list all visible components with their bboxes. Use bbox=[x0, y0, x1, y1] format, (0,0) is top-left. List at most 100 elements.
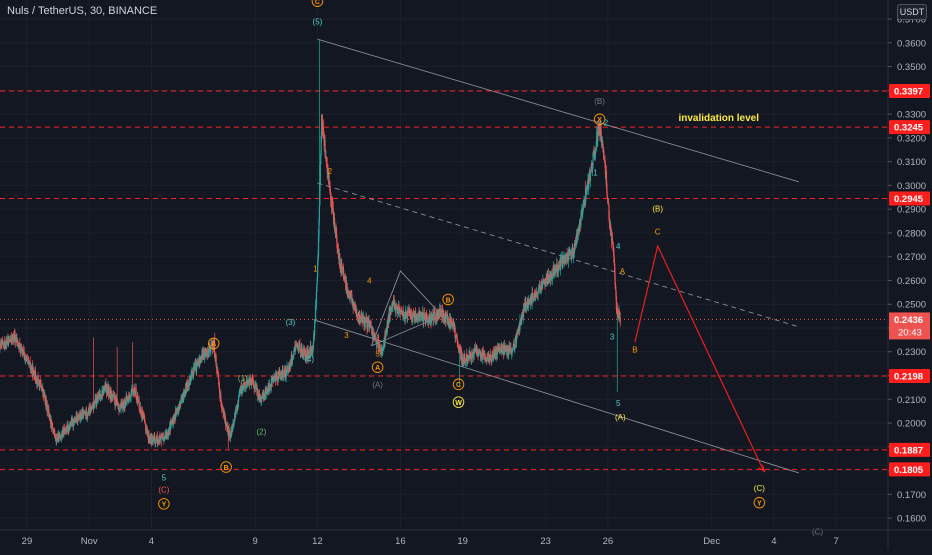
candle-body bbox=[111, 393, 113, 398]
candle-body bbox=[213, 350, 215, 354]
candle-body bbox=[121, 402, 123, 409]
candle-body bbox=[485, 359, 487, 361]
candle-body bbox=[126, 399, 128, 401]
wave-label-circle bbox=[442, 293, 454, 306]
forecast-arrow-head bbox=[758, 464, 766, 473]
candle-body bbox=[408, 310, 410, 312]
candle-body bbox=[88, 408, 90, 413]
price-tick-label: 0.1600 bbox=[897, 514, 926, 525]
forecast-path-line[interactable] bbox=[634, 244, 765, 471]
candle-body bbox=[116, 398, 118, 405]
candle-body bbox=[71, 420, 73, 422]
candle-body bbox=[355, 310, 357, 312]
candle-body bbox=[189, 376, 191, 383]
channel-trend-line[interactable] bbox=[313, 319, 799, 474]
candle-body bbox=[592, 166, 594, 169]
candle-body bbox=[594, 154, 596, 158]
candle-body bbox=[529, 302, 531, 304]
wave-label: A bbox=[211, 341, 216, 348]
candle-body bbox=[80, 412, 82, 414]
price-tick-label: 0.3200 bbox=[897, 133, 926, 144]
wave-label: X bbox=[597, 117, 602, 124]
candle-body bbox=[534, 293, 536, 295]
candle-body bbox=[213, 339, 215, 351]
candle-body bbox=[386, 320, 388, 333]
candle-body bbox=[353, 302, 355, 304]
channel-trend-line[interactable] bbox=[317, 182, 799, 328]
candle-body bbox=[72, 418, 74, 427]
candle-body bbox=[464, 355, 466, 361]
candle-body bbox=[171, 419, 173, 425]
candle-body bbox=[314, 321, 316, 336]
candle-body bbox=[555, 271, 557, 272]
candle-body bbox=[138, 399, 140, 401]
candle-body bbox=[462, 359, 464, 367]
candle-body bbox=[64, 429, 66, 435]
candle-body bbox=[22, 350, 24, 352]
level-price-label: 0.3397 bbox=[894, 87, 923, 98]
candle-body bbox=[32, 368, 34, 377]
time-tick-label: 23 bbox=[540, 536, 551, 547]
channel-trend-line[interactable] bbox=[317, 38, 799, 183]
candle-body bbox=[412, 311, 414, 317]
candle-body bbox=[250, 381, 253, 385]
candle-body bbox=[350, 293, 353, 295]
candle-body bbox=[553, 265, 555, 272]
currency-button[interactable]: USDT bbox=[897, 4, 927, 20]
candle-body bbox=[356, 311, 358, 315]
candle-body bbox=[291, 358, 293, 361]
candle-body bbox=[429, 313, 431, 323]
candle-body bbox=[65, 430, 67, 432]
price-tick-label: 0.3300 bbox=[897, 110, 926, 121]
candle-body bbox=[273, 376, 275, 380]
candle-body bbox=[474, 348, 476, 350]
candle-body bbox=[294, 348, 296, 352]
candle-body bbox=[311, 350, 313, 353]
candle-body bbox=[310, 346, 312, 351]
candle-body bbox=[298, 344, 300, 352]
candle-body bbox=[345, 280, 347, 290]
candle-body bbox=[179, 401, 181, 408]
candle-body bbox=[436, 310, 439, 315]
wave-label: C bbox=[456, 382, 461, 389]
candle-body bbox=[143, 415, 145, 419]
triangle-pattern[interactable] bbox=[370, 270, 443, 347]
candle-body bbox=[512, 346, 514, 348]
candle-body bbox=[257, 390, 259, 396]
candle-body bbox=[373, 332, 375, 336]
candle-body bbox=[304, 352, 306, 355]
candle-body bbox=[607, 198, 609, 203]
candle-body bbox=[421, 316, 423, 319]
candle-body bbox=[461, 350, 463, 363]
candle-body bbox=[421, 311, 423, 317]
candle-body bbox=[34, 370, 37, 380]
time-tick-label: 16 bbox=[395, 536, 406, 547]
candle-body bbox=[543, 279, 545, 281]
candle-body bbox=[539, 285, 541, 289]
candle-body bbox=[20, 347, 22, 353]
candle-body bbox=[312, 341, 314, 349]
candle-body bbox=[183, 395, 185, 400]
candle-body bbox=[585, 189, 587, 197]
candle-body bbox=[613, 248, 615, 257]
candle-body bbox=[444, 314, 446, 317]
candle-body bbox=[23, 351, 25, 352]
candle-body bbox=[420, 312, 423, 319]
time-tick-label: 19 bbox=[457, 536, 468, 547]
candle-body bbox=[367, 321, 369, 327]
candle-body bbox=[600, 131, 602, 140]
candle-body bbox=[447, 317, 449, 325]
candle-body bbox=[199, 358, 202, 360]
candle-body bbox=[484, 354, 486, 358]
candle-body bbox=[369, 327, 371, 329]
candle-body bbox=[428, 317, 430, 320]
candle-body bbox=[30, 368, 32, 370]
candle-body bbox=[487, 355, 490, 362]
candle-body bbox=[579, 219, 581, 229]
wave-label: A bbox=[375, 365, 380, 372]
candle-body bbox=[60, 437, 62, 439]
price-tick-label: 0.2300 bbox=[897, 347, 926, 358]
candle-body bbox=[446, 313, 448, 320]
